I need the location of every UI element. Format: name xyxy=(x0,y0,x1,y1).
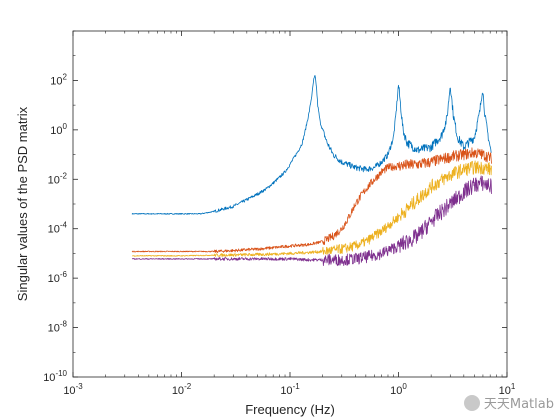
svg-text:100: 100 xyxy=(390,382,407,397)
y-tick-label: 10-6 xyxy=(48,270,68,285)
x-tick-label: 10-1 xyxy=(280,382,300,397)
x-tick-label: 100 xyxy=(390,382,407,397)
y-tick-label: 10-4 xyxy=(48,221,68,236)
watermark-text: 天天Matlab xyxy=(483,397,554,412)
watermark: 天天Matlab xyxy=(463,393,554,412)
svg-text:10-10: 10-10 xyxy=(43,369,67,384)
svg-text:10-1: 10-1 xyxy=(280,382,300,397)
wechat-logo-icon xyxy=(463,394,480,411)
y-tick-label: 10-10 xyxy=(43,369,67,384)
svg-text:101: 101 xyxy=(499,382,516,397)
series-line-4 xyxy=(131,175,492,267)
y-tick-label: 10-8 xyxy=(48,320,68,335)
plot-area xyxy=(73,31,507,377)
series-line-1 xyxy=(131,75,492,215)
series-line-2 xyxy=(131,147,492,254)
x-tick-label: 10-3 xyxy=(63,382,83,397)
svg-text:10-6: 10-6 xyxy=(48,270,68,285)
y-tick-label: 102 xyxy=(50,72,67,87)
series-line-3 xyxy=(131,160,492,257)
svg-text:102: 102 xyxy=(50,72,67,87)
svg-text:10-2: 10-2 xyxy=(48,171,68,186)
svg-text:10-8: 10-8 xyxy=(48,320,68,335)
y-axis-label: Singular values of the PSD matrix xyxy=(15,106,30,301)
x-tick-label: 10-2 xyxy=(172,382,192,397)
x-tick-label: 101 xyxy=(499,382,516,397)
y-tick-label: 10-2 xyxy=(48,171,68,186)
svg-text:100: 100 xyxy=(50,122,67,137)
svg-text:10-3: 10-3 xyxy=(63,382,83,397)
series-layer xyxy=(131,75,492,267)
tick-layer: 10-3 10-2 10-1 100 101 10-10 10-8 10-6 10-4 10-2 1… xyxy=(43,30,516,397)
svg-text:10-2: 10-2 xyxy=(172,382,192,397)
x-axis-label: Frequency (Hz) xyxy=(245,402,335,417)
svg-text:10-4: 10-4 xyxy=(48,221,68,236)
y-tick-label: 100 xyxy=(50,122,67,137)
